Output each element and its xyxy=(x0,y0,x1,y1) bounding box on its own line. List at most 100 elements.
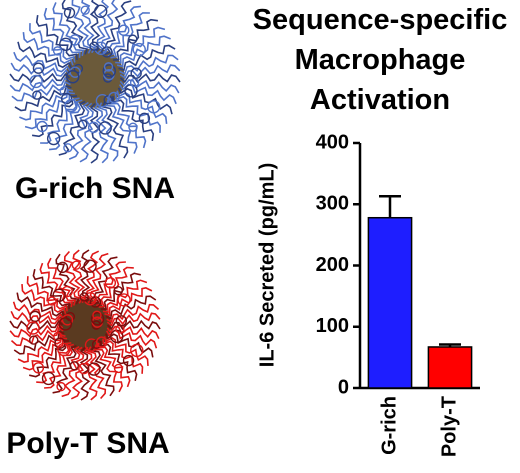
sna-strand xyxy=(26,276,68,312)
bar xyxy=(367,216,413,389)
sna-coil xyxy=(104,277,117,289)
sna-strand xyxy=(119,79,180,94)
y-tick-label: 0 xyxy=(338,376,349,398)
sna-coil xyxy=(83,292,97,306)
sna-strand xyxy=(29,23,76,63)
sna-illustrations xyxy=(9,0,181,401)
sna-strand xyxy=(52,2,85,57)
error-bar xyxy=(439,343,461,347)
sna-coil xyxy=(52,288,66,302)
sna-coil xyxy=(122,354,135,367)
sna-coil xyxy=(95,94,110,108)
sna-strand xyxy=(52,345,77,394)
error-bar xyxy=(379,195,401,218)
sna-coil xyxy=(146,100,161,114)
sna-coil xyxy=(78,119,88,129)
sna-coil xyxy=(83,259,97,273)
sna-coil xyxy=(32,362,45,374)
sna-coil xyxy=(41,371,56,386)
sna-coil xyxy=(108,91,120,104)
sna-strand xyxy=(12,301,64,321)
sna-strand xyxy=(102,338,144,374)
sna-strand xyxy=(21,284,67,314)
sna-coil xyxy=(94,4,108,19)
sna-strand xyxy=(63,250,84,304)
sna-coil xyxy=(63,143,73,153)
sna-strand xyxy=(16,292,65,317)
sna-strand xyxy=(106,325,160,340)
sna-coil xyxy=(73,63,84,74)
sna-coil xyxy=(130,67,142,79)
sna-coil xyxy=(69,361,79,371)
sna-coil xyxy=(128,122,138,132)
sna-coil xyxy=(64,99,78,113)
sna-strand xyxy=(14,84,72,112)
sna-strand xyxy=(118,44,176,72)
sna-coil xyxy=(80,5,90,15)
sna-strand xyxy=(39,262,73,308)
sna-coil xyxy=(118,24,130,36)
sna-strand xyxy=(105,99,138,154)
sna-strand xyxy=(81,0,97,54)
sna-strand xyxy=(98,266,134,308)
sna-strand xyxy=(86,346,107,400)
sna-strand xyxy=(10,62,71,77)
sna-coil xyxy=(36,120,48,133)
sna-strand xyxy=(119,54,179,76)
sna-coil xyxy=(46,131,61,146)
sna-strand xyxy=(35,14,78,61)
sna-coil xyxy=(60,92,73,105)
sna-strand xyxy=(107,5,141,57)
sna-strand xyxy=(11,80,71,102)
sna-strand xyxy=(70,346,85,400)
x-tick-label: G-rich xyxy=(378,396,400,455)
sna-coil xyxy=(57,342,71,357)
sna-coil xyxy=(29,310,41,323)
sna-strand xyxy=(9,72,71,84)
sna-strand xyxy=(105,295,157,320)
sna-coil xyxy=(47,296,57,306)
sna-strand xyxy=(100,340,138,381)
sna-strand xyxy=(106,319,161,331)
sna-strand xyxy=(36,342,72,384)
sna-coil xyxy=(132,42,146,57)
sna-strand xyxy=(17,41,73,69)
sna-strand xyxy=(32,269,70,310)
sna-strand xyxy=(89,252,109,304)
sna-coil xyxy=(63,6,76,19)
sna-strand xyxy=(71,0,93,54)
sna-coil xyxy=(52,46,63,56)
sna-strand xyxy=(119,72,181,84)
sna-coil xyxy=(53,331,63,342)
sna-strand xyxy=(58,100,86,156)
sna-coil xyxy=(26,321,40,335)
sna-strand xyxy=(103,336,149,366)
sna-strand xyxy=(115,26,166,64)
sna-coil xyxy=(79,292,89,302)
sna-coil xyxy=(56,381,66,392)
bar xyxy=(427,346,473,389)
chart-title: Sequence-specific Macrophage Activation xyxy=(252,4,508,116)
sna-coil xyxy=(94,41,108,56)
sna-coil xyxy=(138,112,151,125)
sna-strand xyxy=(9,76,71,92)
sna-strand xyxy=(119,64,181,80)
sna-coil xyxy=(61,285,73,298)
sna-strand xyxy=(97,102,119,162)
sna-strand xyxy=(102,279,148,313)
sna-coil xyxy=(78,362,90,375)
y-tick-label: 100 xyxy=(316,315,349,337)
sna-coil xyxy=(103,73,113,83)
sna-coil xyxy=(90,312,105,326)
sna-coil xyxy=(117,293,131,307)
sna-coil xyxy=(91,320,101,330)
sna-strand xyxy=(112,95,155,142)
sna-strand xyxy=(79,102,94,163)
sna-strand xyxy=(10,326,64,347)
sna-coil xyxy=(71,260,82,270)
sna-strand xyxy=(40,97,80,144)
sna-strand xyxy=(24,92,75,130)
sna-coil xyxy=(56,261,69,274)
